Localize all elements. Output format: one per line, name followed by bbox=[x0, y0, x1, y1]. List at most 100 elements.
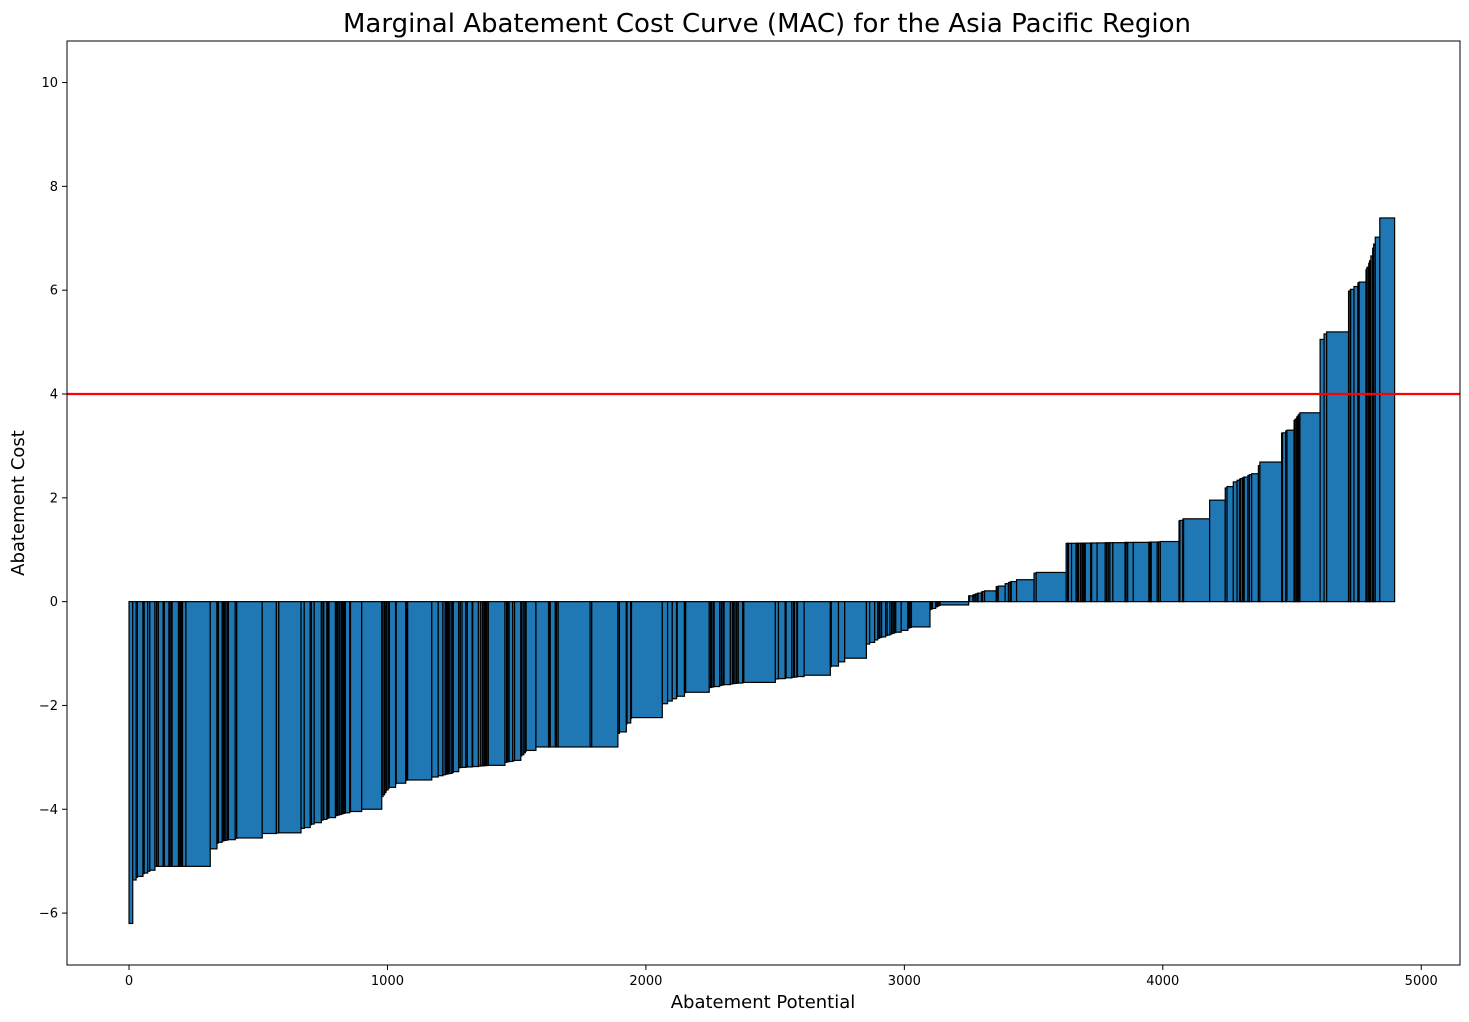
x-axis-label: Abatement Potential bbox=[671, 992, 856, 1013]
bar-301 bbox=[1358, 281, 1367, 603]
bar-251 bbox=[1127, 541, 1134, 603]
bar-157 bbox=[737, 601, 744, 684]
bar-246 bbox=[1112, 542, 1126, 603]
x-tick-label-3000: 3000 bbox=[888, 974, 921, 989]
bar-79 bbox=[407, 601, 433, 781]
bar-107 bbox=[487, 601, 506, 766]
y-tick-label-10: 10 bbox=[41, 76, 58, 91]
bar-175 bbox=[869, 601, 876, 644]
bar-188 bbox=[900, 601, 909, 631]
bar-169 bbox=[803, 601, 831, 676]
bar-266 bbox=[1226, 485, 1234, 603]
bar-76 bbox=[395, 601, 407, 784]
bar-294 bbox=[1326, 331, 1350, 603]
bar-80 bbox=[431, 601, 439, 778]
bars-group bbox=[128, 217, 1396, 925]
bar-159 bbox=[743, 601, 776, 684]
bar-161 bbox=[777, 601, 786, 680]
bar-264 bbox=[1209, 499, 1226, 603]
y-tick-label--4: −4 bbox=[39, 803, 58, 818]
bar-163 bbox=[785, 601, 793, 679]
bar-230 bbox=[1070, 542, 1077, 603]
bar-98 bbox=[472, 601, 480, 768]
bar-291 bbox=[1299, 412, 1321, 603]
x-tick-label-4000: 4000 bbox=[1146, 974, 1179, 989]
y-axis-ticks: −6 −4 −2 0 2 4 6 8 10 bbox=[39, 76, 67, 922]
bar-26 bbox=[209, 601, 218, 850]
bar-171 bbox=[830, 601, 840, 667]
bar-40 bbox=[236, 601, 263, 839]
x-tick-label-1000: 1000 bbox=[371, 974, 404, 989]
bar-147 bbox=[713, 601, 721, 688]
y-tick-label-8: 8 bbox=[50, 180, 58, 195]
bar-259 bbox=[1159, 540, 1180, 603]
bar-3 bbox=[136, 601, 144, 878]
y-tick-label-4: 4 bbox=[50, 387, 58, 402]
bar-12 bbox=[163, 601, 170, 867]
bar-43 bbox=[278, 601, 302, 834]
bar-81 bbox=[437, 601, 444, 777]
chart-title: Marginal Abatement Cost Curve (MAC) for … bbox=[343, 9, 1191, 39]
bar-74 bbox=[388, 601, 397, 788]
bar-38 bbox=[227, 601, 236, 841]
y-tick-label-2: 2 bbox=[50, 491, 58, 506]
bar-224 bbox=[1015, 579, 1035, 603]
bar-66 bbox=[349, 601, 363, 813]
bar-96 bbox=[466, 601, 473, 768]
bar-168 bbox=[796, 601, 805, 678]
bar-311 bbox=[1374, 236, 1381, 603]
bar-120 bbox=[535, 601, 550, 748]
bar-45 bbox=[303, 601, 311, 829]
bar-240 bbox=[1091, 542, 1098, 603]
bar-193 bbox=[910, 601, 931, 628]
bar-241 bbox=[1096, 542, 1106, 603]
bar-204 bbox=[939, 601, 970, 606]
bar-252 bbox=[1132, 541, 1150, 603]
bar-226 bbox=[1035, 571, 1067, 603]
x-tick-label-2000: 2000 bbox=[629, 974, 662, 989]
bar-91 bbox=[452, 601, 460, 773]
bar-54 bbox=[328, 601, 337, 819]
bar-64 bbox=[344, 601, 351, 814]
bar-187 bbox=[895, 601, 902, 633]
bar-216 bbox=[983, 590, 997, 603]
y-tick-label--6: −6 bbox=[39, 907, 58, 922]
y-tick-label-0: 0 bbox=[50, 595, 58, 610]
bar-67 bbox=[361, 601, 383, 810]
bar-151 bbox=[723, 601, 732, 686]
bar-136 bbox=[661, 601, 669, 705]
bar-140 bbox=[676, 601, 686, 697]
y-tick-label--2: −2 bbox=[39, 699, 58, 714]
bar-312 bbox=[1379, 217, 1396, 603]
bar-119 bbox=[525, 601, 537, 752]
bar-25 bbox=[185, 601, 211, 867]
bar-138 bbox=[671, 601, 678, 700]
bar-128 bbox=[591, 601, 619, 748]
bar-126 bbox=[557, 601, 591, 748]
bar-137 bbox=[666, 601, 673, 702]
bar-48 bbox=[313, 601, 322, 824]
bar-130 bbox=[618, 601, 627, 733]
bar-238 bbox=[1084, 542, 1092, 603]
bar-10 bbox=[157, 601, 164, 867]
x-tick-label-5000: 5000 bbox=[1405, 974, 1438, 989]
bar-173 bbox=[844, 601, 868, 659]
bar-223 bbox=[1010, 580, 1018, 603]
bar-263 bbox=[1183, 518, 1211, 603]
plot-frame bbox=[66, 40, 1461, 966]
bar-114 bbox=[513, 601, 522, 761]
bar-276 bbox=[1251, 473, 1260, 603]
bar-17 bbox=[171, 601, 180, 867]
bar-41 bbox=[261, 601, 277, 835]
bar-256 bbox=[1150, 541, 1158, 603]
x-axis-ticks: 0 1000 2000 3000 4000 5000 bbox=[125, 965, 1438, 989]
x-tick-label-0: 0 bbox=[125, 974, 133, 989]
bar-142 bbox=[685, 601, 710, 693]
bar-135 bbox=[630, 601, 663, 719]
bar-283 bbox=[1286, 429, 1295, 603]
bar-123 bbox=[549, 601, 556, 748]
y-tick-label-6: 6 bbox=[50, 284, 58, 299]
bar-172 bbox=[837, 601, 846, 663]
bar-7 bbox=[149, 601, 156, 871]
